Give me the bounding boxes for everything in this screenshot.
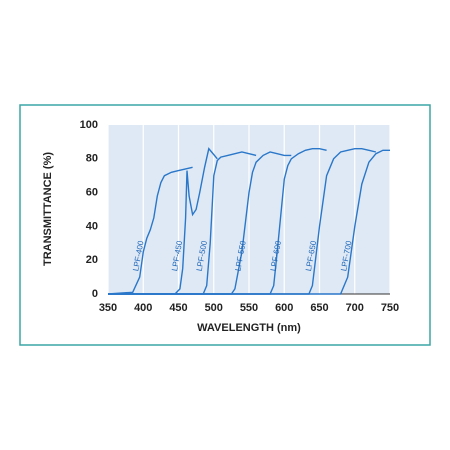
x-tick-label: 550	[240, 302, 258, 314]
y-tick-label: 100	[80, 119, 98, 131]
series-line	[108, 147, 218, 295]
x-axis-title: WAVELENGTH (nm)	[197, 322, 301, 334]
y-tick-label: 80	[86, 153, 98, 165]
frame	[19, 104, 431, 346]
series-line	[108, 149, 390, 295]
x-tick-label: 500	[205, 302, 223, 314]
series-line	[108, 151, 292, 295]
y-axis-title: TRANSMITTANCE (%)	[42, 152, 54, 266]
x-tick-label: 700	[346, 302, 364, 314]
y-tick-label: 60	[86, 187, 98, 199]
x-tick-label: 650	[310, 302, 328, 314]
series-line	[108, 151, 257, 295]
series-line	[108, 148, 377, 295]
y-tick-label: 40	[86, 220, 98, 232]
x-tick-label: 450	[169, 302, 187, 314]
x-tick-label: 400	[134, 302, 152, 314]
series-line	[107, 166, 193, 295]
y-tick-label: 0	[92, 288, 98, 300]
x-tick-label: 600	[275, 302, 293, 314]
y-tick-label: 20	[86, 254, 98, 266]
x-tick-label: 350	[99, 302, 117, 314]
x-tick-label: 750	[381, 302, 399, 314]
series-line	[108, 148, 327, 295]
